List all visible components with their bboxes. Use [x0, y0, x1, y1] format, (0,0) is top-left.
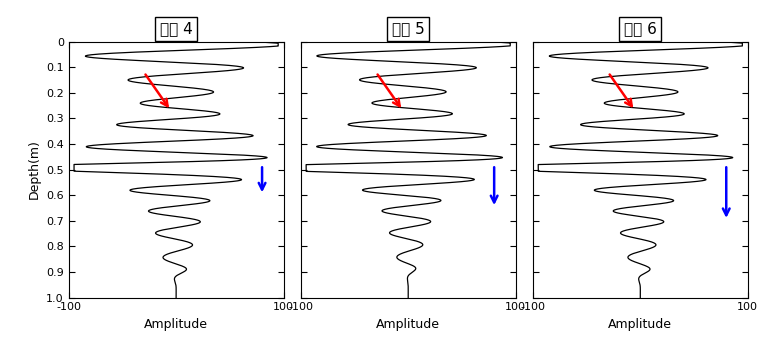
Y-axis label: Depth(m): Depth(m) — [27, 139, 40, 200]
X-axis label: Amplitude: Amplitude — [608, 318, 672, 331]
Title: 실험 5: 실험 5 — [392, 21, 424, 36]
X-axis label: Amplitude: Amplitude — [376, 318, 440, 331]
Title: 실험 4: 실험 4 — [159, 21, 192, 36]
Title: 실험 6: 실험 6 — [624, 21, 657, 36]
X-axis label: Amplitude: Amplitude — [144, 318, 208, 331]
